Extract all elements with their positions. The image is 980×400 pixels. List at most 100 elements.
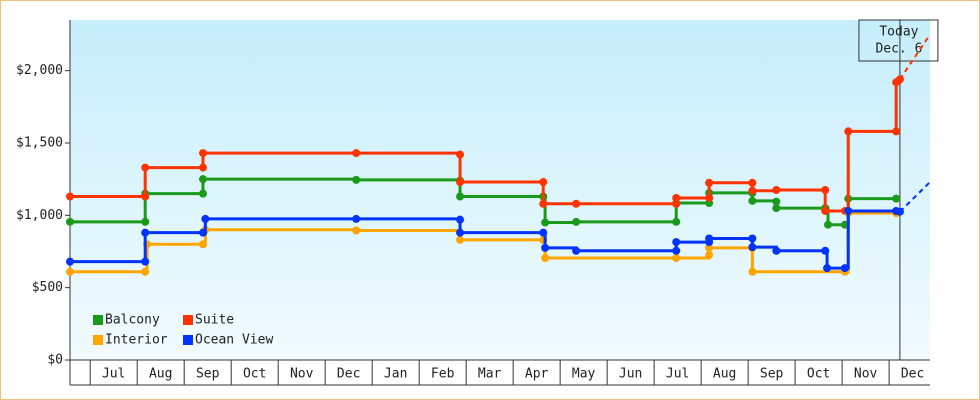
legend-swatch [93, 315, 103, 325]
data-point [456, 228, 465, 237]
data-point [705, 251, 714, 260]
data-point [541, 218, 550, 227]
x-tick-label: Aug [713, 367, 736, 382]
legend-label: Suite [195, 313, 234, 328]
x-tick-label: Sep [196, 367, 220, 382]
forecast-line [899, 181, 931, 213]
data-point [748, 267, 757, 276]
x-tick-label: Dec [901, 367, 924, 382]
data-point [141, 257, 150, 266]
y-tick-label: $0 [47, 353, 63, 368]
x-tick-label: Jan [384, 367, 407, 382]
legend-label: Ocean View [195, 333, 273, 348]
legend-swatch [183, 335, 193, 345]
y-tick-label: $2,000 [16, 63, 63, 78]
data-point [198, 149, 207, 158]
data-point [572, 217, 581, 226]
data-point [66, 217, 74, 226]
data-point [198, 240, 207, 249]
forecast-line [899, 33, 931, 80]
data-point [456, 235, 465, 244]
data-point [895, 75, 904, 84]
data-point [539, 199, 548, 208]
data-point [672, 199, 681, 208]
x-tick-label: Aug [149, 367, 172, 382]
annotation-text: Today [879, 25, 918, 40]
data-point [201, 214, 210, 223]
x-tick-label: Sep [760, 367, 784, 382]
data-point [748, 196, 757, 205]
legend-swatch [183, 315, 193, 325]
data-point [892, 127, 901, 136]
data-point [141, 217, 150, 226]
x-tick-label: Dec [337, 367, 360, 382]
data-point [821, 246, 830, 255]
y-tick-label: $500 [32, 280, 63, 295]
data-point [824, 220, 833, 229]
legend-label: Interior [105, 333, 168, 348]
data-point [844, 127, 853, 136]
data-point [141, 228, 150, 237]
chart-layer: $0 $500 $1,000 $1,500 $2,000 Jul Aug Sep Oct Nov D… [16, 19, 939, 386]
data-point [705, 178, 714, 187]
data-point [705, 234, 714, 243]
x-tick-label: Apr [525, 367, 549, 382]
data-point [541, 243, 550, 252]
data-point [456, 215, 465, 224]
data-point [541, 254, 550, 262]
data-point [141, 267, 150, 276]
data-point [672, 193, 681, 202]
data-point [352, 175, 361, 184]
data-point [572, 199, 581, 208]
data-point [672, 217, 681, 226]
data-point [772, 197, 781, 206]
data-point [66, 267, 74, 276]
y-tick-label: $1,000 [16, 208, 63, 223]
data-point [844, 206, 853, 215]
data-point [141, 163, 150, 172]
data-point [198, 228, 207, 237]
y-tick-label: $1,500 [16, 135, 63, 150]
data-point [198, 189, 207, 198]
data-point [772, 204, 781, 213]
data-point [539, 178, 548, 187]
data-point [198, 175, 207, 184]
data-point [705, 243, 714, 252]
annotation-box [858, 19, 939, 62]
data-point [895, 207, 904, 216]
data-point [456, 178, 465, 187]
data-point [198, 163, 207, 172]
data-point [748, 178, 757, 187]
data-point [892, 194, 901, 203]
legend-swatch [93, 335, 103, 345]
data-point [539, 228, 548, 237]
data-point [672, 238, 681, 247]
data-point [572, 246, 581, 255]
data-point [66, 192, 74, 201]
data-point [840, 264, 849, 273]
data-point [672, 254, 681, 262]
data-point [748, 243, 757, 252]
data-point [748, 234, 757, 243]
annotation-text: Dec. 6 [875, 42, 922, 57]
legend-label: Balcony [105, 313, 160, 328]
data-point [772, 246, 781, 255]
data-point [352, 226, 361, 235]
x-tick-label: Jun [619, 367, 642, 382]
data-point [456, 150, 465, 159]
x-tick-label: Jul [666, 367, 689, 382]
data-point [672, 246, 681, 255]
data-point [352, 214, 361, 223]
x-tick-label: Nov [290, 367, 314, 382]
x-tick-label: May [572, 367, 596, 382]
data-point [748, 186, 757, 195]
data-point [66, 257, 74, 266]
data-point [823, 264, 832, 273]
data-point [141, 192, 150, 201]
x-tick-label: Jul [102, 367, 125, 382]
x-tick-label: Oct [807, 367, 830, 382]
data-point [352, 149, 361, 158]
x-tick-label: Nov [854, 367, 878, 382]
